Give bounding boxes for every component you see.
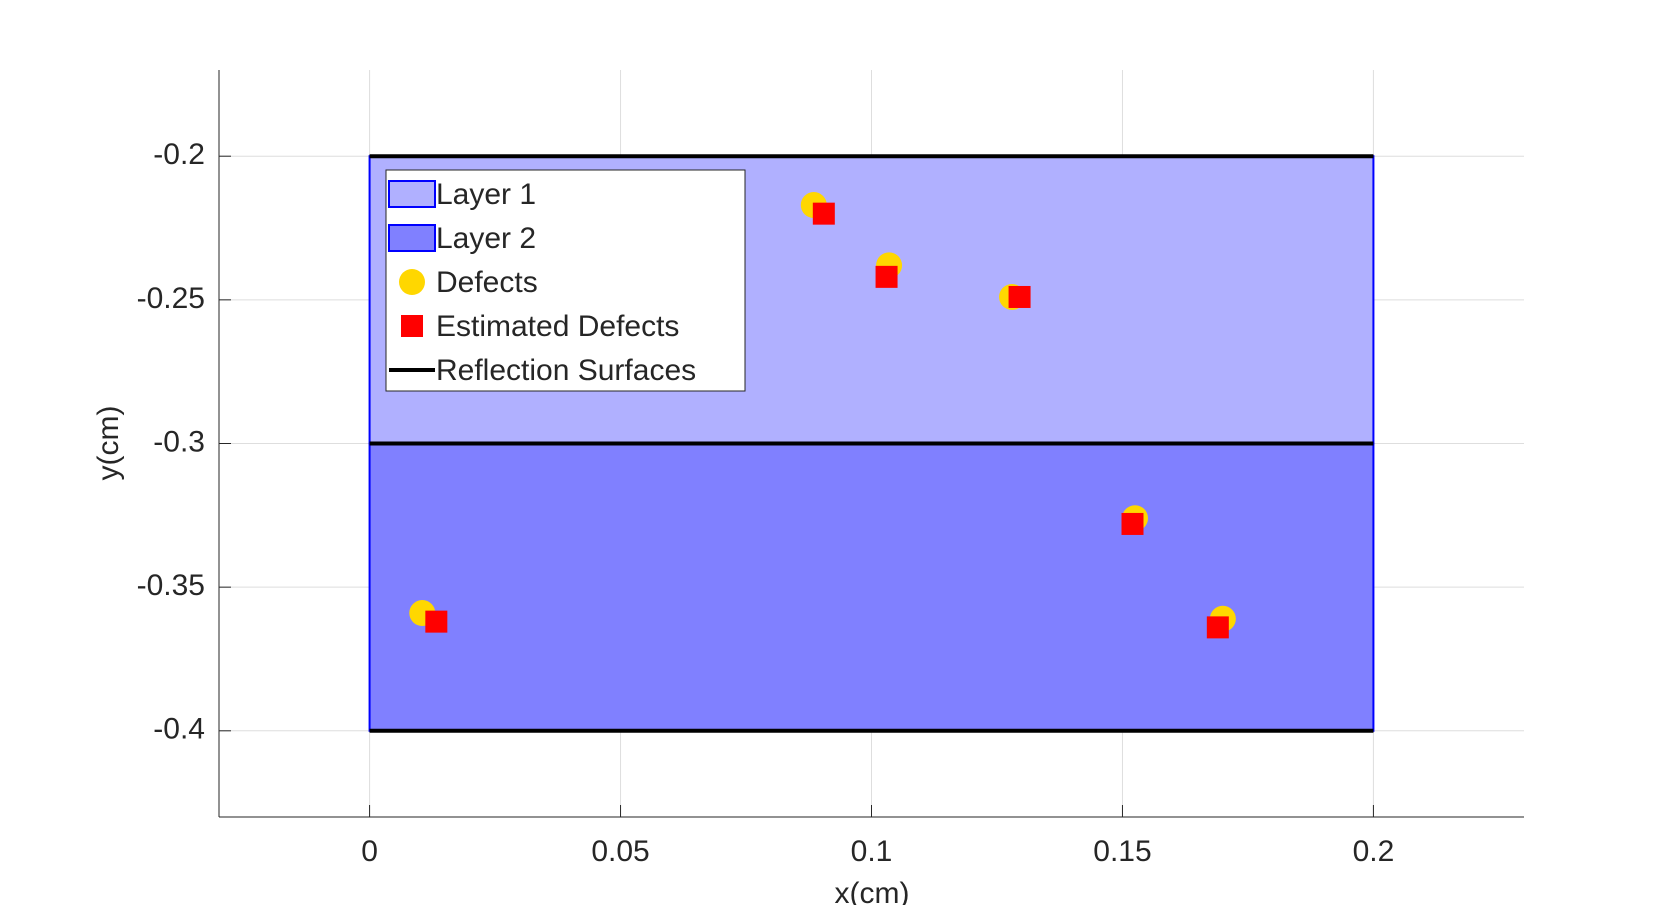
legend-label: Estimated Defects [436,310,679,343]
y-tick-label: -0.25 [137,282,205,315]
estimated-defect-point [875,265,898,288]
x-tick-label: 0.05 [591,835,649,868]
x-tick-label: 0.2 [1353,835,1395,868]
x-tick-label: 0 [361,835,378,868]
estimated-defect-point [1008,285,1031,308]
legend-label: Layer 2 [436,222,536,255]
x-axis-label: x(cm) [835,877,910,905]
y-tick-label: -0.4 [153,713,205,746]
estimated-defect-point [1121,512,1144,535]
legend-swatch [388,180,436,208]
legend-label: Reflection Surfaces [436,354,696,387]
estimated-defect-point [812,202,835,225]
legend-marker [401,315,423,337]
estimated-defect-point [1206,616,1229,639]
layer [368,442,1375,732]
y-tick-label: -0.3 [153,425,205,458]
x-tick-label: 0.1 [851,835,893,868]
legend-box [385,169,746,392]
x-tick-label: 0.15 [1093,835,1151,868]
y-axis-label: y(cm) [92,406,125,481]
estimated-defect-point [425,610,448,633]
legend: Layer 1 Layer 2 Defects Estimated Defects Re… [385,169,746,392]
axes: 0 0.05 0.1 0.15 0.2 -0.4 -0.35 -0.3 -0.25 -0.2 [137,70,1524,868]
y-tick-label: -0.2 [153,138,205,171]
legend-label: Defects [436,266,538,299]
y-tick-label: -0.35 [137,569,205,602]
legend-label: Layer 1 [436,178,536,211]
legend-swatch [388,224,436,252]
legend-marker [399,269,425,295]
